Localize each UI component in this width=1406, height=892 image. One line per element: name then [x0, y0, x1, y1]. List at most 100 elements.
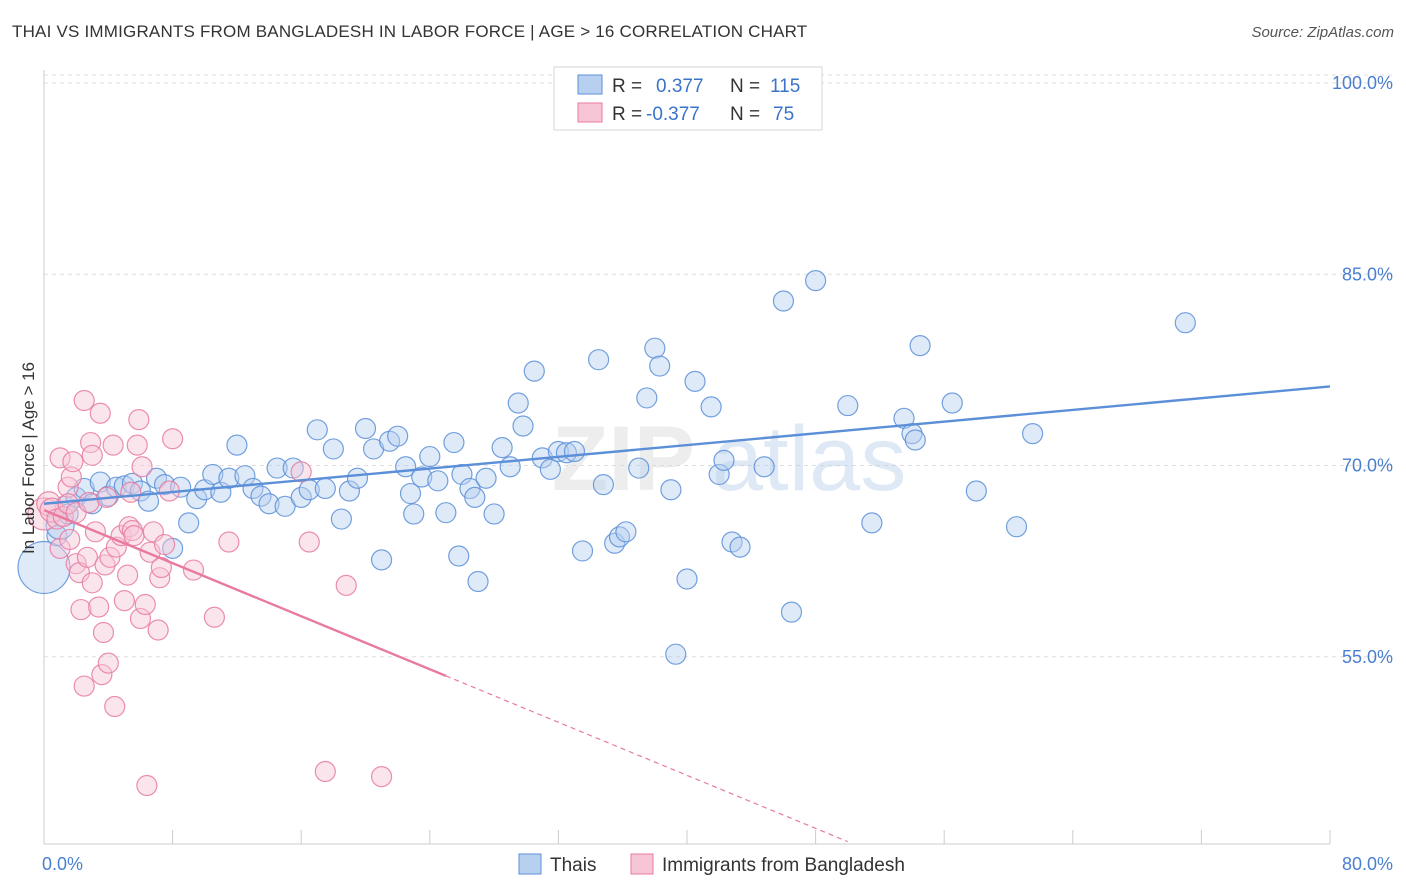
- thais-point: [861, 512, 883, 534]
- thais-point: [1174, 312, 1196, 334]
- bangladesh-point: [104, 695, 126, 718]
- thais-point: [628, 457, 650, 479]
- bangladesh-point: [70, 598, 92, 621]
- thais-point: [837, 394, 859, 417]
- thais-point: [370, 549, 393, 571]
- thais-point: [587, 349, 610, 371]
- thais-point: [1022, 423, 1044, 445]
- bangladesh-point: [116, 564, 139, 586]
- bangladesh-point: [78, 491, 100, 514]
- bangladesh-point: [97, 652, 119, 674]
- thais-point: [464, 486, 486, 508]
- thais-point: [46, 525, 68, 547]
- bangladesh-point: [92, 621, 115, 644]
- bangladesh-point: [113, 590, 135, 612]
- bangladesh-point: [73, 389, 95, 412]
- thais-point: [909, 335, 931, 357]
- watermark: ZIP atlas: [552, 408, 906, 510]
- thais-point: [539, 458, 561, 480]
- thais-point: [346, 467, 369, 489]
- bangladesh-point: [370, 765, 393, 788]
- legend-n-label: N =: [730, 104, 760, 125]
- bangladesh-point: [123, 525, 145, 547]
- bangladesh-point: [335, 574, 357, 596]
- bangladesh-point: [81, 444, 103, 466]
- thais-point: [571, 540, 594, 562]
- thais-point: [660, 479, 682, 501]
- legend-swatch-thais: [577, 74, 603, 95]
- thais-point: [250, 485, 272, 507]
- watermark-atlas: atlas: [712, 408, 906, 510]
- bangladesh-point: [60, 466, 82, 488]
- thais-point: [483, 503, 505, 525]
- thais-point: [399, 482, 422, 505]
- bangladesh-point: [131, 456, 153, 478]
- bangladesh-point: [76, 546, 99, 568]
- legend-n-value: 115: [770, 76, 800, 97]
- series-label-thais: Thais: [550, 855, 596, 876]
- thais-point: [338, 480, 361, 502]
- thais-point: [700, 396, 722, 418]
- thais-point: [411, 466, 433, 488]
- thais-point: [448, 545, 470, 567]
- thais-point: [941, 392, 963, 414]
- thais-point: [965, 480, 987, 502]
- series-legend: Thais Immigrants from Bangladesh: [518, 853, 905, 876]
- thais-point: [218, 467, 240, 489]
- data-points: [17, 270, 1196, 797]
- thais-point: [387, 425, 409, 447]
- thais-point: [419, 445, 441, 468]
- series-label-bangladesh: Immigrants from Bangladesh: [662, 855, 905, 876]
- grid-lines: [44, 74, 1394, 658]
- bangladesh-point: [73, 675, 95, 697]
- bangladesh-point: [314, 760, 336, 783]
- thais-point: [314, 477, 336, 500]
- thais-point: [491, 437, 513, 459]
- thais-point: [258, 493, 280, 515]
- axes: 55.0% 70.0% 85.0% 100.0% 0.0% 80.0%: [42, 70, 1393, 874]
- bangladesh-point: [136, 774, 158, 797]
- thais-point: [753, 456, 775, 478]
- thais-trend-line: [43, 385, 1331, 505]
- thais-point: [266, 457, 288, 479]
- bangladesh-point: [52, 505, 74, 528]
- legend-n-value: 75: [773, 104, 794, 125]
- thais-point: [354, 417, 377, 440]
- bangladesh-point: [128, 409, 150, 431]
- legend-swatch-bangladesh: [577, 102, 603, 123]
- thais-point: [615, 521, 637, 543]
- bangladesh-point: [218, 531, 240, 553]
- thais-point: [649, 355, 671, 377]
- thais-point: [904, 429, 926, 451]
- bangladesh-point: [89, 402, 111, 424]
- thais-point: [644, 337, 666, 359]
- thais-point: [592, 474, 615, 496]
- bangladesh-point: [129, 607, 152, 630]
- thais-point: [729, 536, 751, 558]
- legend-r-label: R =: [612, 104, 642, 125]
- thais-point: [507, 392, 529, 414]
- thais-point: [306, 419, 328, 441]
- series-swatch-thais: [518, 853, 542, 875]
- thais-point: [226, 434, 248, 456]
- bangladesh-point: [57, 493, 79, 515]
- y-tick-label: 70.0%: [1342, 456, 1393, 476]
- thais-point: [330, 508, 352, 530]
- bangladesh-point: [126, 434, 148, 456]
- source-credit: Source: ZipAtlas.com: [1251, 24, 1394, 41]
- chart-title: THAI VS IMMIGRANTS FROM BANGLADESH IN LA…: [12, 22, 808, 41]
- correlation-legend: R = 0.377 N = 115 R = -0.377 N = 75: [553, 66, 823, 131]
- thais-point: [178, 512, 200, 534]
- bangladesh-point: [120, 481, 142, 503]
- thais-point: [665, 643, 687, 665]
- bangladesh-point: [81, 572, 103, 594]
- bangladesh-point: [162, 428, 184, 450]
- x-tick-label-min: 0.0%: [42, 854, 83, 874]
- y-axis-label: In Labor Force | Age > 16: [19, 362, 38, 554]
- legend-n-label: N =: [730, 76, 760, 97]
- bangladesh-point: [91, 663, 113, 686]
- y-tick-label: 55.0%: [1342, 647, 1393, 667]
- bangladesh-point: [153, 533, 176, 556]
- thais-point: [467, 570, 489, 593]
